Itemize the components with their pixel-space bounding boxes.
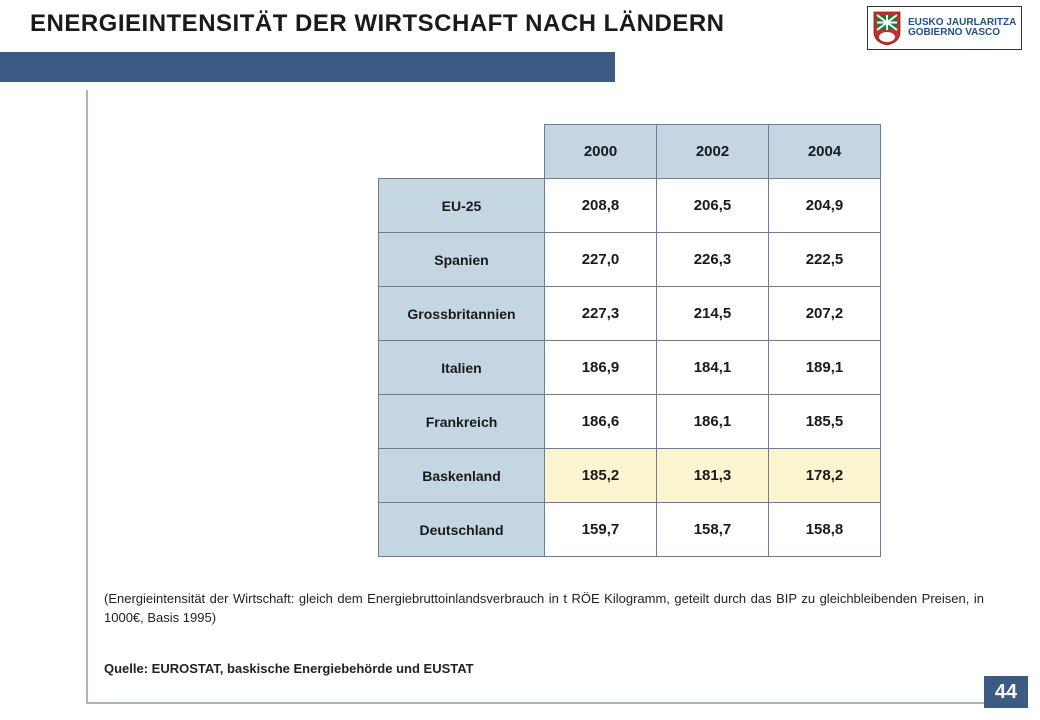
table-row: Spanien 227,0 226,3 222,5: [379, 233, 881, 287]
cell: 184,1: [657, 341, 769, 395]
energy-intensity-table: 2000 2002 2004 EU-25 208,8 206,5 204,9 S…: [378, 124, 881, 557]
cell: 186,6: [545, 395, 657, 449]
page-number: 44: [984, 676, 1028, 708]
row-label: Frankreich: [379, 395, 545, 449]
col-header: 2000: [545, 125, 657, 179]
cell-highlight: 178,2: [769, 449, 881, 503]
logo-text: EUSKO JAURLARITZA GOBIERNO VASCO: [908, 18, 1016, 39]
row-label: Grossbritannien: [379, 287, 545, 341]
cell: 206,5: [657, 179, 769, 233]
cell: 214,5: [657, 287, 769, 341]
col-header: 2002: [657, 125, 769, 179]
cell: 208,8: [545, 179, 657, 233]
row-label: Deutschland: [379, 503, 545, 557]
logo-line2: GOBIERNO VASCO: [908, 28, 1016, 39]
page-title: ENERGIEINTENSITÄT DER WIRTSCHAFT NACH LÄ…: [30, 10, 725, 38]
row-label: Spanien: [379, 233, 545, 287]
cell-highlight: 181,3: [657, 449, 769, 503]
bottom-rule: [86, 702, 1026, 704]
cell: 207,2: [769, 287, 881, 341]
cell: 186,9: [545, 341, 657, 395]
col-header: 2004: [769, 125, 881, 179]
cell: 204,9: [769, 179, 881, 233]
cell: 158,7: [657, 503, 769, 557]
logo: EUSKO JAURLARITZA GOBIERNO VASCO: [867, 6, 1022, 50]
header-strip: [0, 52, 615, 82]
table-row-highlight: Baskenland 185,2 181,3 178,2: [379, 449, 881, 503]
table-row: EU-25 208,8 206,5 204,9: [379, 179, 881, 233]
cell: 186,1: [657, 395, 769, 449]
table-row: Deutschland 159,7 158,7 158,8: [379, 503, 881, 557]
table-row: Grossbritannien 227,3 214,5 207,2: [379, 287, 881, 341]
cell: 158,8: [769, 503, 881, 557]
table-row: Italien 186,9 184,1 189,1: [379, 341, 881, 395]
cell: 222,5: [769, 233, 881, 287]
table-header-row: 2000 2002 2004: [379, 125, 881, 179]
cell: 185,5: [769, 395, 881, 449]
row-label: Italien: [379, 341, 545, 395]
footnote: (Energieintensität der Wirtschaft: gleic…: [104, 590, 984, 628]
table-row: Frankreich 186,6 186,1 185,5: [379, 395, 881, 449]
cell-highlight: 185,2: [545, 449, 657, 503]
left-rule: [86, 90, 88, 704]
cell: 227,0: [545, 233, 657, 287]
source: Quelle: EUROSTAT, baskische Energiebehör…: [104, 660, 984, 679]
corner-cell: [379, 125, 545, 179]
cell: 226,3: [657, 233, 769, 287]
cell: 227,3: [545, 287, 657, 341]
row-label: EU-25: [379, 179, 545, 233]
cell: 159,7: [545, 503, 657, 557]
shield-icon: [872, 10, 902, 46]
cell: 189,1: [769, 341, 881, 395]
row-label: Baskenland: [379, 449, 545, 503]
